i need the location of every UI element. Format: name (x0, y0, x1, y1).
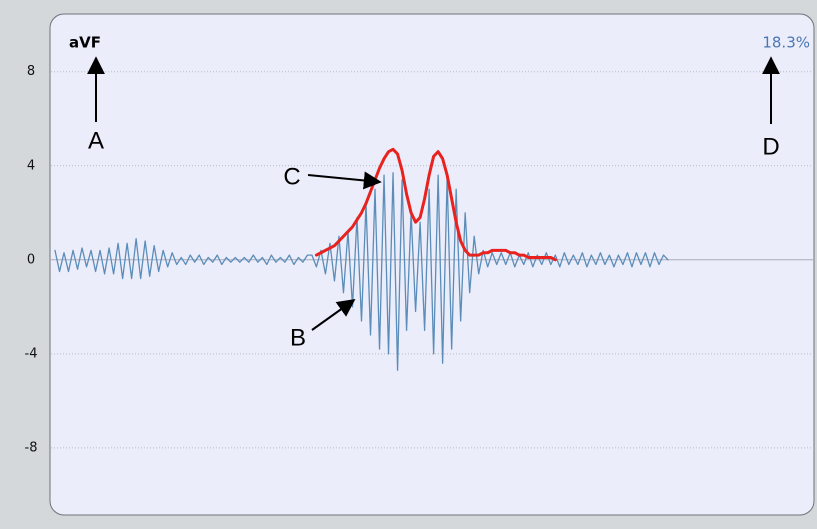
y-tick-label: 4 (27, 158, 35, 173)
arrow (307, 171, 382, 190)
y-tick-label: -8 (25, 440, 38, 455)
y-tick-label: 8 (27, 64, 35, 79)
percent-label: 18.3% (762, 34, 810, 52)
arrow (311, 298, 356, 331)
y-tick-label: -4 (25, 346, 38, 361)
lead-label: aVF (69, 34, 101, 52)
y-tick-label: 0 (27, 252, 35, 267)
annotation: C (283, 163, 300, 190)
panel (49, 13, 815, 516)
annotation: B (290, 324, 306, 351)
series-line (314, 147, 557, 262)
annotation: D (762, 133, 779, 160)
series-line (54, 172, 669, 371)
plot (54, 147, 669, 371)
annotation: A (88, 127, 104, 154)
